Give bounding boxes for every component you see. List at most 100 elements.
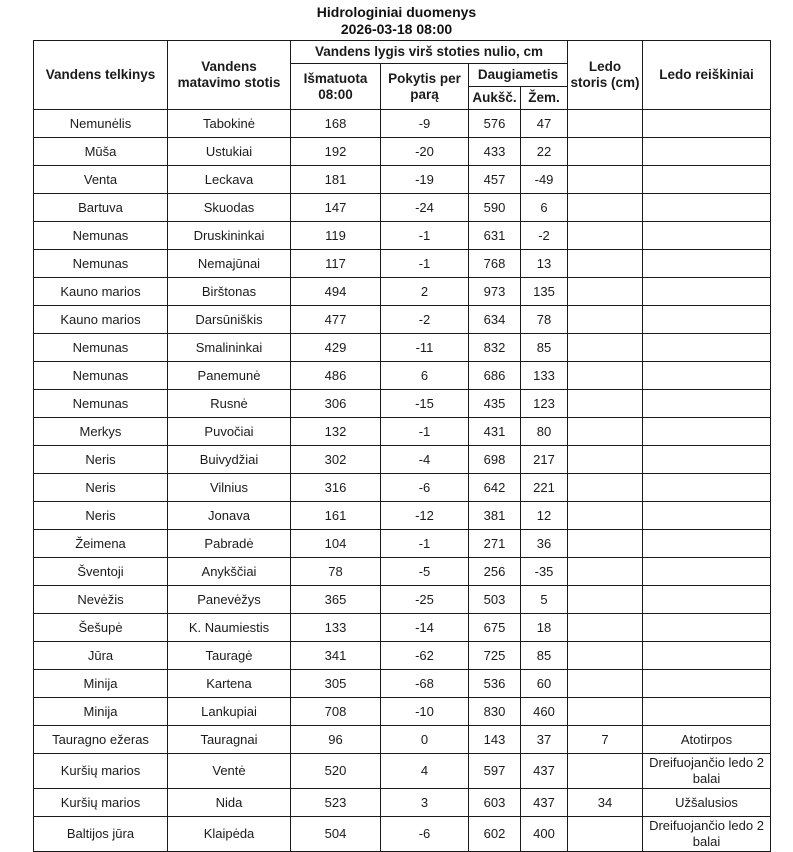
cell-ice-thickness <box>567 816 644 852</box>
table-row: Venta Leckava 181 -19 457 -49 <box>33 165 772 194</box>
table-row: Žeimena Pabradė 104 -1 271 36 <box>33 529 772 558</box>
cell-water-body: Merkys <box>33 417 168 446</box>
cell-change: -6 <box>380 816 469 852</box>
cell-measured: 147 <box>290 193 381 222</box>
cell-multiannual-low: 437 <box>519 788 569 817</box>
hydro-table-container: Vandens telkinys Vandens matavimo stotis… <box>33 40 772 852</box>
cell-measured: 316 <box>290 473 381 502</box>
cell-multiannual-high: 271 <box>468 529 521 558</box>
cell-measured: 523 <box>290 788 381 817</box>
cell-change: -11 <box>380 333 469 362</box>
header-water-body: Vandens telkinys <box>33 40 168 110</box>
cell-measured: 341 <box>290 641 381 670</box>
cell-ice-thickness <box>567 529 644 558</box>
cell-water-body: Baltijos jūra <box>33 816 168 852</box>
cell-measured: 306 <box>290 389 381 418</box>
cell-ice-thickness <box>567 697 644 726</box>
cell-measured: 477 <box>290 305 381 334</box>
cell-station: Druskininkai <box>167 221 291 250</box>
cell-multiannual-low: 460 <box>519 697 569 726</box>
cell-station: Skuodas <box>167 193 291 222</box>
cell-multiannual-high: 642 <box>468 473 521 502</box>
cell-multiannual-low: -35 <box>519 557 569 586</box>
table-row: Nemunas Rusnė 306 -15 435 123 <box>33 389 772 418</box>
cell-measured: 161 <box>290 501 381 530</box>
cell-ice-phenomena <box>642 249 772 278</box>
cell-multiannual-low: 217 <box>519 445 569 474</box>
cell-multiannual-low: 135 <box>519 277 569 306</box>
cell-ice-thickness <box>567 333 644 362</box>
cell-measured: 192 <box>290 137 381 166</box>
cell-measured: 429 <box>290 333 381 362</box>
cell-water-body: Bartuva <box>33 193 168 222</box>
cell-water-body: Šešupė <box>33 613 168 642</box>
cell-change: -24 <box>380 193 469 222</box>
cell-ice-thickness <box>567 389 644 418</box>
cell-station: Nemajūnai <box>167 249 291 278</box>
cell-multiannual-low: 37 <box>519 725 569 754</box>
cell-station: Tauragnai <box>167 725 291 754</box>
cell-change: -12 <box>380 501 469 530</box>
cell-ice-thickness <box>567 137 644 166</box>
cell-water-body: Nemunas <box>33 221 168 250</box>
cell-measured: 302 <box>290 445 381 474</box>
cell-multiannual-low: 13 <box>519 249 569 278</box>
cell-ice-phenomena <box>642 641 772 670</box>
title-main-text: Hidrologiniai duomenys <box>316 4 477 20</box>
table-row: Baltijos jūra Klaipėda 504 -6 602 400 Dreifuoj… <box>33 816 772 852</box>
cell-water-body: Jūra <box>33 641 168 670</box>
cell-station: Ventė <box>167 753 291 789</box>
cell-water-body: Nemunas <box>33 333 168 362</box>
cell-measured: 96 <box>290 725 381 754</box>
table-row: Nemunėlis Tabokinė 168 -9 576 47 <box>33 109 772 138</box>
cell-multiannual-high: 457 <box>468 165 521 194</box>
cell-ice-thickness <box>567 501 644 530</box>
cell-ice-phenomena: Dreifuojančio ledo 2 balai <box>642 816 772 852</box>
cell-multiannual-low: -49 <box>519 165 569 194</box>
cell-ice-thickness <box>567 445 644 474</box>
title-timestamp: 2026-03-18 08:00 <box>340 21 453 37</box>
cell-station: Jonava <box>167 501 291 530</box>
cell-water-body: Neris <box>33 501 168 530</box>
table-row: Šešupė K. Naumiestis 133 -14 675 18 <box>33 613 772 642</box>
cell-multiannual-high: 830 <box>468 697 521 726</box>
table-row: Kauno marios Darsūniškis 477 -2 634 78 <box>33 305 772 334</box>
cell-ice-thickness <box>567 417 644 446</box>
cell-water-body: Šventoji <box>33 557 168 586</box>
table-row: Tauragno ežeras Tauragnai 96 0 143 37 7 Atotirp… <box>33 725 772 754</box>
header-row-2: Išmatuota 08:00 Pokytis per parą Daugiam… <box>34 63 771 110</box>
cell-multiannual-high: 435 <box>468 389 521 418</box>
cell-ice-phenomena <box>642 697 772 726</box>
cell-multiannual-high: 431 <box>468 417 521 446</box>
cell-multiannual-low: 18 <box>519 613 569 642</box>
cell-ice-thickness <box>567 193 644 222</box>
cell-change: -2 <box>380 305 469 334</box>
cell-ice-thickness <box>567 249 644 278</box>
table-row: Nemunas Smalininkai 429 -11 832 85 <box>33 333 772 362</box>
cell-measured: 365 <box>290 585 381 614</box>
cell-measured: 494 <box>290 277 381 306</box>
cell-multiannual-low: 12 <box>519 501 569 530</box>
page-title: Hidrologiniai duomenys 2026-03-18 08:00 <box>0 0 793 38</box>
table-row: Mūša Ustukiai 192 -20 433 22 <box>33 137 772 166</box>
table-row: Minija Kartena 305 -68 536 60 <box>33 669 772 698</box>
cell-multiannual-high: 503 <box>468 585 521 614</box>
header-water-level-group: Vandens lygis virš stoties nulio, cm <box>289 40 569 64</box>
cell-ice-phenomena <box>642 109 772 138</box>
table-row: Kauno marios Birštonas 494 2 973 135 <box>33 277 772 306</box>
cell-multiannual-high: 536 <box>468 669 521 698</box>
cell-station: K. Naumiestis <box>167 613 291 642</box>
cell-ice-thickness <box>567 641 644 670</box>
cell-change: -62 <box>380 641 469 670</box>
cell-change: -20 <box>380 137 469 166</box>
cell-measured: 78 <box>290 557 381 586</box>
cell-measured: 104 <box>290 529 381 558</box>
cell-station: Tauragė <box>167 641 291 670</box>
cell-ice-phenomena <box>642 473 772 502</box>
cell-multiannual-high: 725 <box>468 641 521 670</box>
cell-change: -15 <box>380 389 469 418</box>
table-row: Neris Buivydžiai 302 -4 698 217 <box>33 445 772 474</box>
table-row: Merkys Puvočiai 132 -1 431 80 <box>33 417 772 446</box>
cell-measured: 520 <box>290 753 381 789</box>
